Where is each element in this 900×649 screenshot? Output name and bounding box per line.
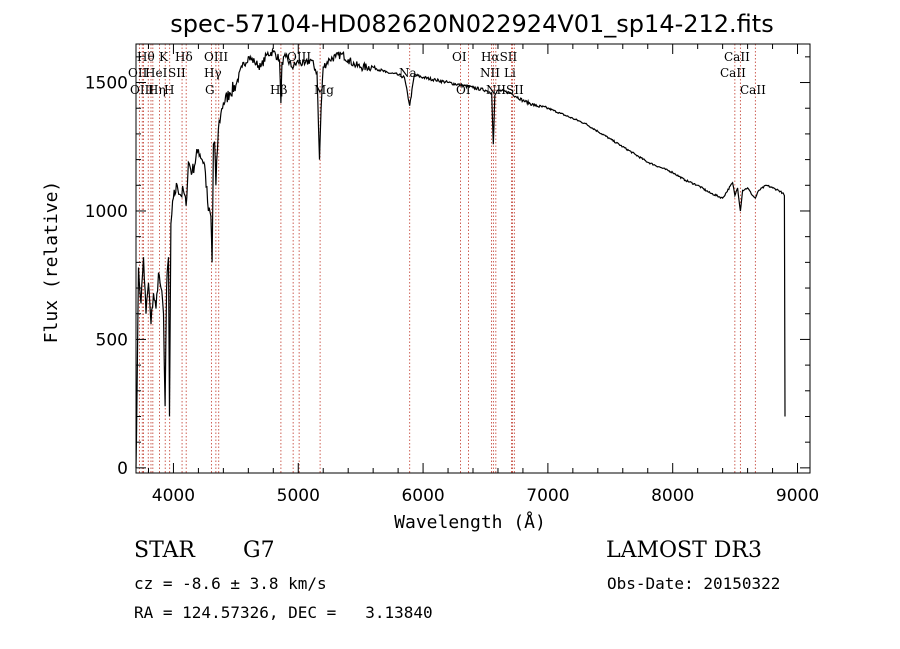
y-tick-label: 1000 [85,202,128,222]
x-tick-label: 7000 [526,486,569,506]
x-tick-label: 9000 [776,486,819,506]
spectral-line-label: Hη [148,83,166,97]
spectral-line-markers [138,44,756,473]
object-class: STAR [134,538,195,563]
x-tick-label: 5000 [277,486,320,506]
redshift-cz: cz = -8.6 ± 3.8 km/s [134,574,327,593]
spectral-line-label: Hθ [137,50,155,64]
spectral-line-label: OII [128,66,148,80]
x-tick-label: 8000 [651,486,694,506]
chart-title: spec-57104-HD082620N022924V01_sp14-212.f… [170,10,773,38]
observation-date: Obs-Date: 20150322 [607,574,781,593]
spectral-line-label: HαSII [481,50,518,64]
x-axis-ticks: 4000 5000 6000 7000 8000 9000 [147,44,819,506]
spectral-line-label: OI [452,50,467,64]
plot-frame [135,43,811,474]
object-subclass: G7 [243,538,275,563]
x-tick-label: 4000 [152,486,195,506]
y-tick-label: 500 [96,330,128,350]
spectral-line-label: NII [480,66,500,80]
survey-name: LAMOST DR3 [606,538,762,563]
spectral-line-label: Hγ [204,66,222,80]
y-tick-label: 0 [117,459,128,479]
spectral-line-label: Hδ [175,50,193,64]
spectral-line-label: H [164,83,174,97]
x-axis-label: Wavelength (Å) [394,511,546,533]
spectral-line-label: OIII [287,50,311,64]
y-tick-label: 1500 [85,74,128,94]
spectral-line-label: OIII [204,50,228,64]
spectral-line-label: Hβ [270,83,287,97]
spectrum-line [135,47,786,468]
y-axis-label: Flux (relative) [41,181,62,344]
spectral-line-label: CaII [724,50,750,64]
y-axis-ticks: 0 500 1000 1500 [85,56,810,479]
spectral-line-label: HeI [145,66,168,80]
spectral-line-label: SII [168,66,186,80]
spectral-line-label: CaII [720,66,746,80]
spectral-line-label: G [205,83,215,97]
x-tick-label: 6000 [401,486,444,506]
spectral-line-label: Mg [314,83,334,97]
spectral-line-label: K [159,50,169,64]
spectral-line-label: Li [504,66,516,80]
spectral-line-label: CaII [740,83,766,97]
coordinates: RA = 124.57326, DEC = 3.13840 [134,603,433,622]
